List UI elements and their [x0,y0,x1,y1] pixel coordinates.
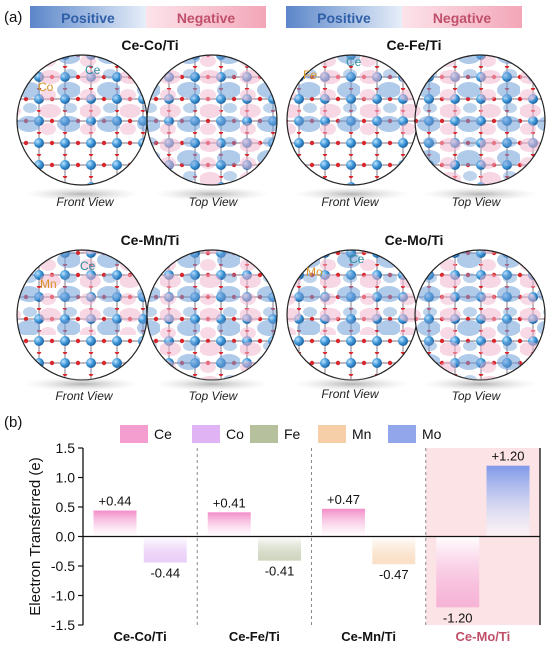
colorbar-negative-swatch [146,6,266,28]
shadow [154,187,270,201]
data-label: +1.20 [492,449,525,464]
ce-mo-top-view-image [414,249,546,381]
legend-label: Co [226,426,244,442]
data-label: -0.47 [379,567,409,582]
legend-swatch [192,425,220,443]
ce-mn-top-view-image [146,249,278,381]
category-label: Ce-Mo/Ti [456,629,511,644]
data-label: -0.41 [265,564,295,579]
legend-label: Ce [154,426,172,442]
ce-co-front-view-image [16,54,148,186]
shadow [294,187,410,201]
shadow [154,377,270,391]
bar-ce-mo-ti-ce [436,536,480,608]
front-view-label: Front View [321,195,379,209]
y-axis-title: Electron Transferred (e) [27,457,44,615]
colorbar-positive-label: Positive [317,10,371,26]
y-tick-label: -1.5 [51,617,75,633]
legend-swatch [318,425,346,443]
top-view-label: Top View [189,389,239,403]
ce-co-top-view-image [146,54,278,186]
shadow [24,377,140,391]
y-tick-label: -1.0 [51,588,75,604]
data-label: +0.47 [327,492,360,507]
structure-title-ce-mn: Ce-Mn/Ti [121,232,180,248]
category-labels: Ce-Co/Ti Ce-Fe/Ti Ce-Mn/Ti Ce-Mo/Ti [114,629,511,644]
bar-ce-mo-ti-mo [486,465,530,537]
structure-title-ce-mo: Ce-Mo/Ti [385,232,444,248]
structure-title-ce-co: Ce-Co/Ti [121,37,178,53]
colorbar-positive-label: Positive [61,10,115,26]
legend-entry-mo: Mo [388,425,442,443]
data-label: -0.44 [150,565,180,580]
structure-title-ce-fe: Ce-Fe/Ti [387,37,442,53]
colorbar-positive-swatch [30,6,146,28]
legend-swatch [250,425,278,443]
dopant-label-fe: Fe [303,68,317,82]
bar-ce-fe-ti-ce [207,512,251,537]
legend-label: Mo [422,426,442,442]
front-view-label: Front View [321,387,379,401]
top-view-label: Top View [452,389,502,403]
chart-legend: Ce Co Fe Mn Mo [120,425,442,443]
legend-swatch [388,425,416,443]
legend-entry-fe: Fe [250,425,301,443]
dopant-label-mo: Mo [306,265,323,279]
shadow [294,377,410,391]
top-view-label: Top View [189,195,239,209]
legend-entry-co: Co [192,425,244,443]
host-label-ce: Ce [346,55,362,69]
shadow [422,377,538,391]
legend-label: Mn [352,426,371,442]
top-view-label: Top View [452,195,502,209]
data-labels: +0.44 -0.44 +0.41 -0.41 +0.47 -0.47 -1.20 +1.20 [99,449,525,626]
data-label: +0.41 [213,495,246,510]
bar-ce-mn-ti-mn [372,536,416,565]
colorbar-positive-swatch [286,6,402,28]
electron-transfer-bar-chart: Ce Co Fe Mn Mo 1.5 1.0 0.5 0.0 -0.5 -1.0 -1.5 +0.4… [27,425,541,644]
bar-ce-fe-ti-fe [258,536,302,561]
bar-ce-co-ti-co [143,536,187,563]
y-tick-label: 0.5 [56,499,76,515]
data-label: -1.20 [443,610,473,625]
panel-a-label: (a) [4,9,22,26]
bar-ce-mn-ti-ce [321,508,365,537]
colorbar-negative-label: Negative [177,10,236,26]
shadow [24,187,140,201]
y-tick-label: 1.0 [56,470,76,486]
category-label: Ce-Co/Ti [114,629,167,644]
host-label-ce: Ce [349,252,365,266]
host-label-ce: Ce [85,63,101,77]
y-ticks: 1.5 1.0 0.5 0.0 -0.5 -1.0 -1.5 [51,440,83,633]
front-view-label: Front View [55,389,113,403]
ce-fe-top-view-image [414,54,546,186]
dopant-label-mn: Mn [40,277,57,291]
legend-swatch [120,425,148,443]
colorbar-negative-swatch [402,6,522,28]
legend-entry-mn: Mn [318,425,371,443]
colorbar-right: Positive Negative [286,6,522,28]
shadow [422,187,538,201]
colorbar-left: Positive Negative [30,6,266,28]
host-label-ce: Ce [80,259,96,273]
category-label: Ce-Fe/Ti [229,629,280,644]
colorbar-negative-label: Negative [433,10,492,26]
front-view-label: Front View [56,195,114,209]
panel-b-label: (b) [4,414,22,431]
legend-entry-ce: Ce [120,425,172,443]
dopant-label-co: Co [38,80,54,94]
y-tick-label: 0.0 [56,529,76,545]
bar-ce-co-ti-ce [93,510,137,537]
y-tick-label: -0.5 [51,558,75,574]
data-label: +0.44 [99,494,132,509]
category-label: Ce-Mn/Ti [341,629,396,644]
bars [93,465,530,608]
y-tick-label: 1.5 [56,440,76,456]
legend-label: Fe [284,426,301,442]
